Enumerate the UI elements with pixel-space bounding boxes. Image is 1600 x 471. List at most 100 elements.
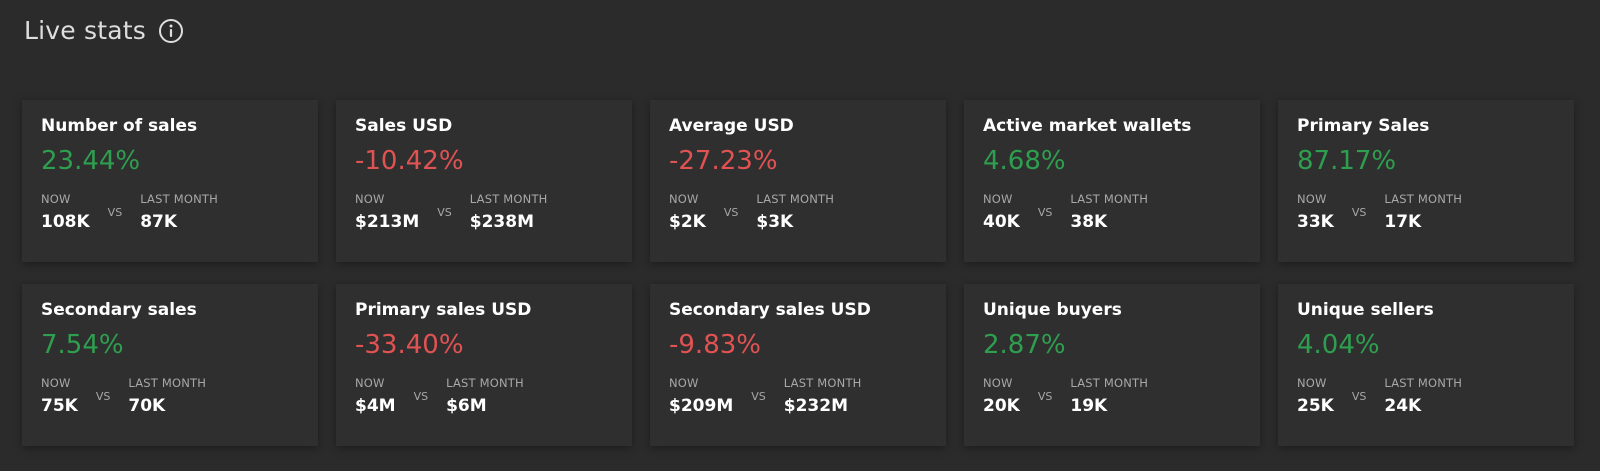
vs-separator: VS <box>1351 390 1367 403</box>
vs-separator: VS <box>1351 206 1367 219</box>
stat-card-comparison: NOW $2K VS LAST MONTH $3K <box>669 192 834 232</box>
stat-card-now: NOW 108K <box>41 192 90 232</box>
stat-card-percent-change: 4.04% <box>1297 330 1380 360</box>
stat-card-label: Active market wallets <box>983 116 1192 136</box>
stat-card-now: NOW 40K <box>983 192 1020 232</box>
vs-separator: VS <box>1037 206 1053 219</box>
stat-card-comparison: NOW $213M VS LAST MONTH $238M <box>355 192 548 232</box>
stat-card: Secondary sales USD -9.83% NOW $209M VS … <box>650 284 946 446</box>
last-month-value: 17K <box>1384 212 1422 232</box>
stat-card-label: Unique buyers <box>983 300 1122 320</box>
now-value: 25K <box>1297 396 1334 416</box>
stat-card-label: Unique sellers <box>1297 300 1434 320</box>
stat-card-label: Primary Sales <box>1297 116 1430 136</box>
stat-card-percent-change: 2.87% <box>983 330 1066 360</box>
last-month-value: 38K <box>1070 212 1108 232</box>
now-caption: NOW <box>669 192 699 206</box>
stat-card-label: Primary sales USD <box>355 300 532 320</box>
stat-card: Primary Sales 87.17% NOW 33K VS LAST MON… <box>1278 100 1574 262</box>
stat-card-last-month: LAST MONTH $6M <box>446 376 524 416</box>
stat-card-percent-change: 23.44% <box>41 146 141 176</box>
vs-separator: VS <box>723 206 739 219</box>
last-month-value: 24K <box>1384 396 1422 416</box>
last-month-caption: LAST MONTH <box>1070 376 1149 390</box>
stat-card-label: Secondary sales USD <box>669 300 871 320</box>
stat-card-last-month: LAST MONTH $232M <box>784 376 862 416</box>
stat-card-label: Number of sales <box>41 116 198 136</box>
now-caption: NOW <box>1297 192 1327 206</box>
last-month-value: 19K <box>1070 396 1108 416</box>
stat-card: Sales USD -10.42% NOW $213M VS LAST MONT… <box>336 100 632 262</box>
stat-card-comparison: NOW 75K VS LAST MONTH 70K <box>41 376 206 416</box>
stat-card-comparison: NOW 108K VS LAST MONTH 87K <box>41 192 218 232</box>
now-caption: NOW <box>41 192 71 206</box>
now-caption: NOW <box>983 192 1013 206</box>
vs-separator: VS <box>107 206 123 219</box>
now-value: $2K <box>669 212 706 232</box>
now-caption: NOW <box>669 376 699 390</box>
stats-card-grid: Number of sales 23.44% NOW 108K VS LAST … <box>22 100 1574 446</box>
stat-card: Secondary sales 7.54% NOW 75K VS LAST MO… <box>22 284 318 446</box>
vs-separator: VS <box>751 390 766 403</box>
stat-card: Primary sales USD -33.40% NOW $4M VS LAS… <box>336 284 632 446</box>
last-month-caption: LAST MONTH <box>1384 192 1463 206</box>
now-value: 108K <box>41 212 90 232</box>
stat-card-percent-change: 87.17% <box>1297 146 1397 176</box>
stat-card-comparison: NOW 20K VS LAST MONTH 19K <box>983 376 1148 416</box>
stat-card-last-month: LAST MONTH 17K <box>1384 192 1462 232</box>
stat-card-last-month: LAST MONTH 19K <box>1070 376 1148 416</box>
stat-card-comparison: NOW $209M VS LAST MONTH $232M <box>669 376 862 416</box>
stat-card-last-month: LAST MONTH $238M <box>470 192 548 232</box>
info-icon[interactable] <box>158 18 184 44</box>
stat-card-last-month: LAST MONTH 38K <box>1070 192 1148 232</box>
last-month-caption: LAST MONTH <box>128 376 207 390</box>
now-caption: NOW <box>983 376 1013 390</box>
stat-card-percent-change: 7.54% <box>41 330 124 360</box>
now-value: 75K <box>41 396 78 416</box>
vs-separator: VS <box>1037 390 1053 403</box>
last-month-caption: LAST MONTH <box>783 376 862 390</box>
now-caption: NOW <box>355 192 385 206</box>
last-month-value: $6M <box>446 396 487 416</box>
stat-card-now: NOW $209M <box>669 376 733 416</box>
now-value: $213M <box>355 212 420 232</box>
stat-card-comparison: NOW $4M VS LAST MONTH $6M <box>355 376 524 416</box>
now-value: 40K <box>983 212 1020 232</box>
stat-card-comparison: NOW 25K VS LAST MONTH 24K <box>1297 376 1462 416</box>
stat-card-last-month: LAST MONTH 70K <box>128 376 206 416</box>
last-month-caption: LAST MONTH <box>446 376 524 390</box>
stat-card-comparison: NOW 33K VS LAST MONTH 17K <box>1297 192 1462 232</box>
stat-card-now: NOW $2K <box>669 192 706 232</box>
last-month-value: $3K <box>756 212 794 232</box>
now-value: 20K <box>983 396 1020 416</box>
stat-card-label: Average USD <box>669 116 794 136</box>
now-value: 33K <box>1297 212 1334 232</box>
last-month-caption: LAST MONTH <box>140 192 218 206</box>
vs-separator: VS <box>437 206 452 219</box>
stat-card-comparison: NOW 40K VS LAST MONTH 38K <box>983 192 1148 232</box>
stat-card-percent-change: -9.83% <box>669 330 761 360</box>
last-month-caption: LAST MONTH <box>756 192 835 206</box>
stat-card-now: NOW 25K <box>1297 376 1334 416</box>
stat-card-now: NOW 33K <box>1297 192 1334 232</box>
vs-separator: VS <box>413 390 429 403</box>
stat-card-percent-change: -27.23% <box>669 146 778 176</box>
stat-card: Unique buyers 2.87% NOW 20K VS LAST MONT… <box>964 284 1260 446</box>
last-month-value: 70K <box>128 396 166 416</box>
stat-card-percent-change: 4.68% <box>983 146 1066 176</box>
page-title: Live stats <box>24 16 146 45</box>
last-month-caption: LAST MONTH <box>1384 376 1463 390</box>
stat-card-label: Secondary sales <box>41 300 197 320</box>
now-value: $4M <box>355 396 396 416</box>
now-caption: NOW <box>1297 376 1327 390</box>
last-month-caption: LAST MONTH <box>469 192 548 206</box>
stat-card-now: NOW 20K <box>983 376 1020 416</box>
stat-card-last-month: LAST MONTH 87K <box>140 192 218 232</box>
stat-card-now: NOW 75K <box>41 376 78 416</box>
stat-card: Number of sales 23.44% NOW 108K VS LAST … <box>22 100 318 262</box>
last-month-caption: LAST MONTH <box>1070 192 1149 206</box>
last-month-value: $238M <box>469 212 534 232</box>
stat-card-label: Sales USD <box>355 116 453 136</box>
stat-card-last-month: LAST MONTH 24K <box>1384 376 1462 416</box>
